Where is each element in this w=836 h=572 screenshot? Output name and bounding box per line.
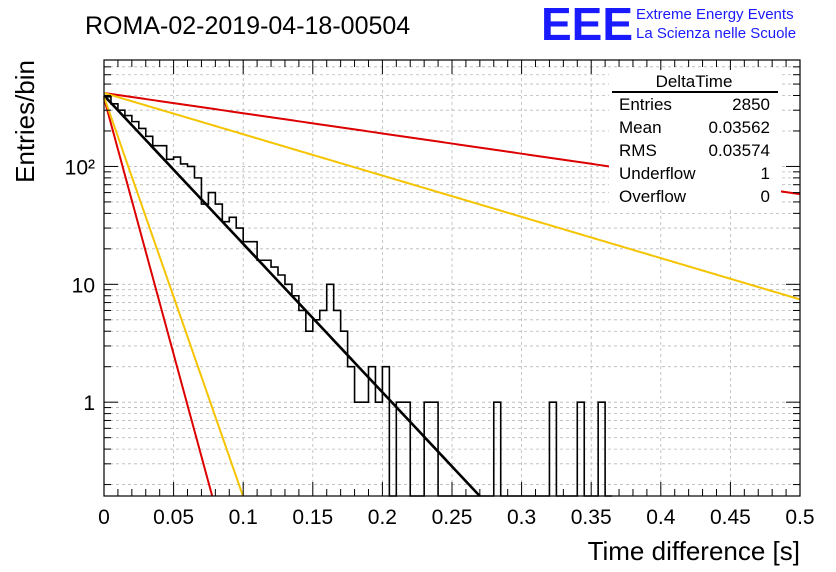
y-tick-label: 1 (83, 392, 95, 415)
x-tick-labels: 0 0.05 0.1 0.15 0.2 0.25 0.3 0.35 0.4 0.45 0.5 (98, 506, 814, 529)
x-tick-label: 0.4 (646, 506, 676, 529)
x-axis-label: Time difference [s] (588, 536, 800, 566)
stats-label-underflow: Underflow (619, 164, 696, 183)
x-tick-label: 0.15 (292, 506, 333, 529)
x-tick-label: 0.5 (785, 506, 814, 529)
x-tick-label: 0.05 (153, 506, 194, 529)
stats-value-rms: 0.03574 (709, 141, 770, 160)
x-tick-label: 0.2 (368, 506, 397, 529)
fit-curve-yellow (103, 96, 244, 497)
x-tick-label: 0.1 (229, 506, 258, 529)
stats-title: DeltaTime (656, 72, 733, 91)
y-axis-label: Entries/bin (10, 60, 40, 183)
x-tick-label: 0 (98, 506, 110, 529)
y-tick-label: 10² (65, 156, 95, 179)
eee-logo: EEE Extreme Energy Events La Scienza nel… (541, 0, 796, 50)
stats-label-entries: Entries (619, 95, 672, 114)
fit-curve-red (103, 97, 214, 497)
x-tick-label: 0.35 (571, 506, 612, 529)
stats-label-mean: Mean (619, 118, 662, 137)
stats-value-underflow: 1 (761, 164, 770, 183)
x-tick-label: 0.25 (432, 506, 473, 529)
stats-box-bg (609, 70, 781, 210)
grid-lines (104, 59, 800, 496)
logo-mark: EEE (541, 0, 633, 50)
stats-value-overflow: 0 (761, 187, 770, 206)
stats-value-entries: 2850 (732, 95, 770, 114)
axis-ticks (103, 59, 801, 496)
stats-label-overflow: Overflow (619, 187, 687, 206)
fit-curve-yellow (103, 92, 801, 301)
logo-line-1: Extreme Energy Events (636, 6, 794, 23)
y-tick-label: 10 (72, 274, 95, 297)
stats-label-rms: RMS (619, 141, 657, 160)
stats-box: DeltaTime Entries 2850 Mean 0.03562 RMS … (609, 70, 781, 210)
stats-value-mean: 0.03562 (709, 118, 770, 137)
logo-line-2: La Scienza nelle Scuole (636, 25, 796, 42)
y-tick-labels: 1 10 10² (65, 156, 95, 415)
x-tick-label: 0.3 (507, 506, 536, 529)
run-title: ROMA-02-2019-04-18-00504 (85, 12, 410, 40)
x-tick-label: 0.45 (710, 506, 751, 529)
